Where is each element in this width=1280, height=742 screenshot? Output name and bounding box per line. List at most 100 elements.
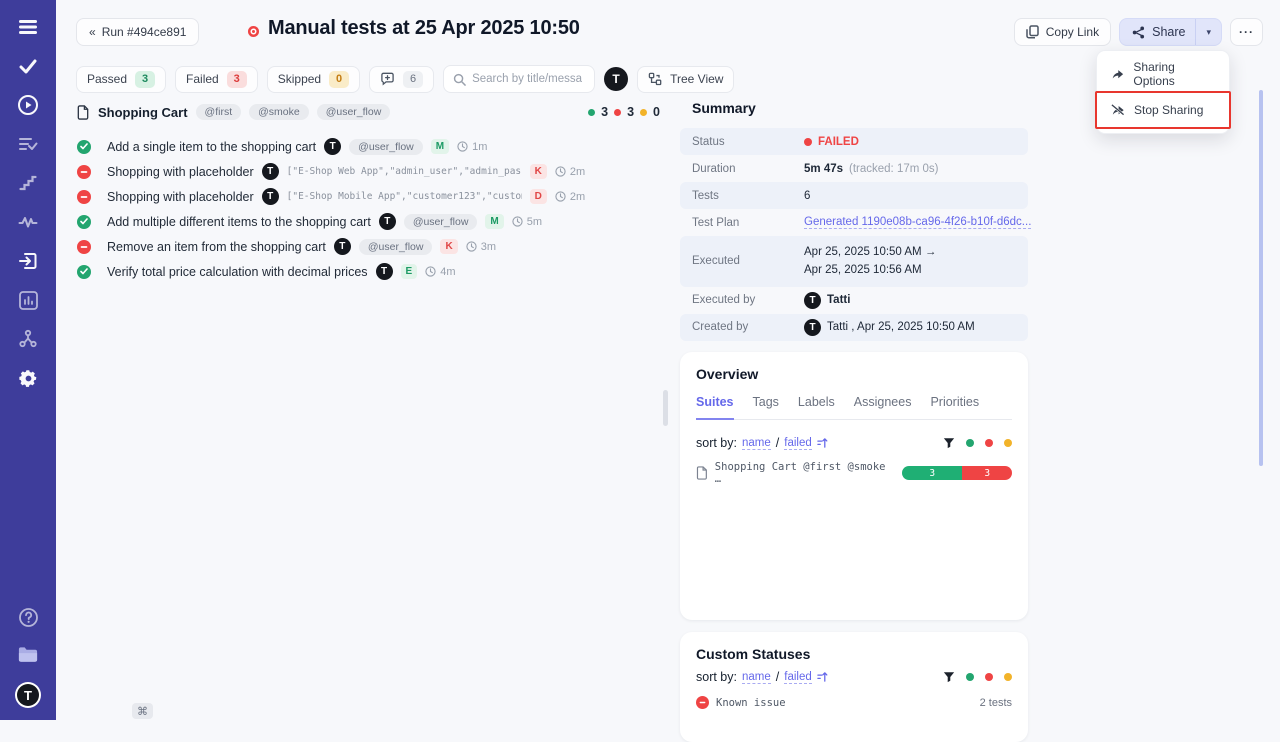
overview-sort-row: sort by: name / failed	[696, 436, 1012, 450]
stop-sharing-icon	[1110, 103, 1125, 117]
menu-item-stop-sharing[interactable]: Stop Sharing	[1097, 92, 1229, 128]
failed-label: Failed	[186, 72, 219, 86]
toggle-skipped-dot[interactable]	[1004, 673, 1012, 681]
tab-priorities[interactable]: Priorities	[930, 395, 979, 419]
sort-by-failed-link[interactable]: failed	[784, 671, 812, 684]
duration-tracked: (tracked: 17m 0s)	[849, 163, 938, 175]
status-letter-badge: D	[530, 189, 547, 204]
command-icon: ⌘	[137, 705, 148, 718]
run-id-label: Run #494ce891	[102, 25, 187, 39]
test-row[interactable]: Verify total price calculation with deci…	[76, 259, 660, 284]
tag-pill[interactable]: @user_flow	[349, 139, 423, 155]
share-dropdown-toggle[interactable]: ▾	[1195, 19, 1221, 45]
projects-folder-icon[interactable]	[17, 644, 39, 666]
page-scrollbar[interactable]	[1259, 90, 1263, 466]
filter-comments[interactable]: 6	[369, 66, 434, 93]
test-avatar: T	[262, 163, 279, 180]
share-main-button[interactable]: Share	[1120, 19, 1195, 45]
settings-gear-icon[interactable]	[17, 367, 39, 389]
user-avatar[interactable]: T	[15, 682, 41, 708]
sort-by-name-link[interactable]: name	[742, 437, 771, 450]
toolbar: Copy Link Share ▾ ···	[1014, 18, 1263, 46]
share-label: Share	[1152, 25, 1185, 39]
test-parameters: ["E-Shop Web App","admin_user","admin_pa…	[287, 166, 522, 177]
status-letter-badge: E	[401, 264, 418, 279]
filter-passed[interactable]: Passed 3	[76, 66, 166, 93]
passed-check-icon	[77, 140, 91, 154]
tab-labels[interactable]: Labels	[798, 395, 835, 419]
panel-divider-scrollbar[interactable]	[663, 390, 668, 426]
test-title: Add a single item to the shopping cart	[107, 140, 316, 154]
menu-item-sharing-options[interactable]: Sharing Options	[1097, 56, 1229, 92]
pulse-icon[interactable]	[17, 211, 39, 233]
tab-suites[interactable]: Suites	[696, 395, 734, 420]
test-row[interactable]: Add a single item to the shopping cart T…	[76, 134, 660, 159]
runs-play-icon[interactable]	[17, 94, 39, 116]
app-sidebar: T	[0, 0, 56, 720]
status-letter-badge: M	[485, 214, 503, 229]
command-key-hint[interactable]: ⌘	[132, 703, 153, 719]
assignee-avatar[interactable]: T	[604, 67, 628, 91]
row-label: Test Plan	[692, 217, 804, 229]
sort-by-name-link[interactable]: name	[742, 671, 771, 684]
back-to-run-button[interactable]: « Run #494ce891	[76, 18, 199, 46]
toggle-passed-dot[interactable]	[966, 673, 974, 681]
filter-funnel-icon	[943, 437, 955, 449]
search-input[interactable]	[472, 73, 582, 85]
more-actions-button[interactable]: ···	[1230, 18, 1263, 46]
sort-by-failed-link[interactable]: failed	[784, 437, 812, 450]
test-plan-link[interactable]: Generated 1190e08b-ca96-4f26-b10f-d6dc..…	[804, 216, 1031, 229]
forward-arrow-icon	[1110, 67, 1124, 81]
tag-pill[interactable]: @user_flow	[404, 214, 478, 230]
tree-view-button[interactable]: Tree View	[637, 66, 734, 93]
sort-direction-icon	[817, 437, 828, 449]
custom-status-row[interactable]: Known issue 2 tests	[696, 696, 1012, 709]
tag-pill[interactable]: @smoke	[249, 104, 309, 120]
failed-minus-icon	[696, 696, 709, 709]
overview-suite-row[interactable]: Shopping Cart @first @smoke … 3 3	[696, 461, 1012, 485]
passed-count-badge: 3	[135, 71, 155, 88]
share-button: Share ▾	[1119, 18, 1222, 46]
filter-skipped[interactable]: Skipped 0	[267, 66, 360, 93]
filter-failed[interactable]: Failed 3	[175, 66, 258, 93]
toggle-skipped-dot[interactable]	[1004, 439, 1012, 447]
tests-check-icon[interactable]	[17, 55, 39, 77]
menu-icon[interactable]	[17, 16, 39, 38]
tab-tags[interactable]: Tags	[753, 395, 779, 419]
comments-count-badge: 6	[403, 71, 423, 88]
suite-header[interactable]: Shopping Cart @first @smoke @user_flow 3…	[76, 100, 660, 124]
copy-link-button[interactable]: Copy Link	[1014, 18, 1111, 46]
status-letter-badge: M	[431, 139, 449, 154]
steps-icon[interactable]	[17, 172, 39, 194]
results-list-icon[interactable]	[17, 133, 39, 155]
test-row[interactable]: Add multiple different items to the shop…	[76, 209, 660, 234]
executor-avatar: T	[804, 292, 821, 309]
suite-result-bar[interactable]: 3 3	[902, 466, 1012, 480]
toggle-failed-dot[interactable]	[985, 439, 993, 447]
tag-pill[interactable]: @first	[196, 104, 242, 120]
row-label: Executed by	[692, 294, 804, 306]
tag-pill[interactable]: @user_flow	[317, 104, 391, 120]
test-row[interactable]: Shopping with placeholder T ["E-Shop Web…	[76, 159, 660, 184]
tests-value: 6	[804, 190, 810, 202]
tab-assignees[interactable]: Assignees	[854, 395, 912, 419]
skipped-count-badge: 0	[329, 71, 349, 88]
reports-chart-icon[interactable]	[17, 289, 39, 311]
sort-direction-icon	[817, 671, 828, 683]
test-duration: 4m	[425, 266, 455, 278]
test-row[interactable]: Shopping with placeholder T ["E-Shop Mob…	[76, 184, 660, 209]
test-title: Remove an item from the shopping cart	[107, 240, 326, 254]
test-row[interactable]: Remove an item from the shopping cart T …	[76, 234, 660, 259]
help-icon[interactable]	[17, 606, 39, 628]
toggle-failed-dot[interactable]	[985, 673, 993, 681]
copy-icon	[1026, 25, 1039, 39]
menu-item-label: Stop Sharing	[1134, 103, 1203, 117]
menu-item-label: Sharing Options	[1133, 60, 1216, 88]
tag-pill[interactable]: @user_flow	[359, 239, 433, 255]
import-run-icon[interactable]	[17, 250, 39, 272]
avatar-letter: T	[17, 684, 39, 706]
test-duration: 3m	[466, 241, 496, 253]
toggle-passed-dot[interactable]	[966, 439, 974, 447]
branches-icon[interactable]	[17, 328, 39, 350]
